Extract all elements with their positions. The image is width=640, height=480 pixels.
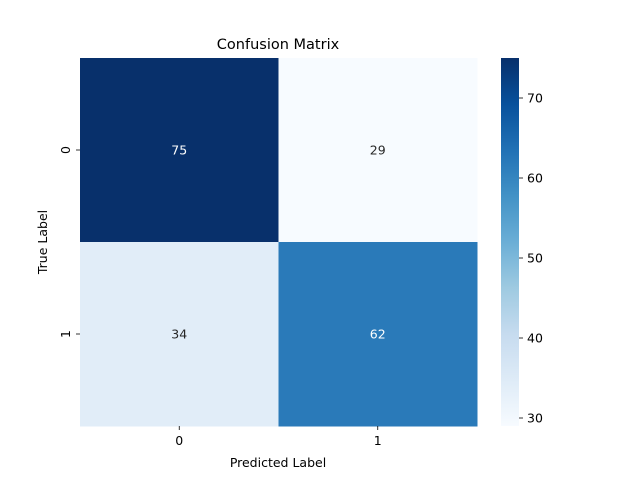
heatmap-cell-1-0 (80, 242, 279, 427)
colorbar-tick-label-1: 40 (527, 331, 543, 346)
y-axis: 01 (58, 146, 80, 338)
y-tick-label-0: 0 (58, 146, 73, 154)
chart-title: Confusion Matrix (217, 37, 340, 53)
y-tick-label-1: 1 (58, 330, 73, 338)
y-axis-label: True Label (35, 210, 50, 275)
colorbar: 30 40 50 60 70 (501, 58, 543, 426)
colorbar-tick-label-4: 70 (527, 91, 543, 106)
heatmap-cell-0-1 (278, 58, 478, 243)
heatmap-cell-0-0 (80, 58, 279, 243)
colorbar-gradient (501, 58, 519, 426)
heatmap-cells: 75 29 34 62 (80, 58, 478, 427)
x-tick-label-0: 0 (175, 433, 183, 448)
colorbar-tick-label-3: 60 (527, 171, 543, 186)
colorbar-tick-label-0: 30 (527, 411, 543, 426)
heatmap-cell-1-1 (278, 242, 478, 427)
colorbar-tick-label-2: 50 (527, 251, 543, 266)
x-tick-label-1: 1 (374, 433, 382, 448)
cell-annotation-1-1: 62 (370, 327, 386, 342)
cell-annotation-1-0: 34 (171, 327, 187, 342)
cell-annotation-0-1: 29 (370, 143, 386, 158)
cell-annotation-0-0: 75 (171, 143, 187, 158)
x-axis-label: Predicted Label (230, 455, 326, 470)
